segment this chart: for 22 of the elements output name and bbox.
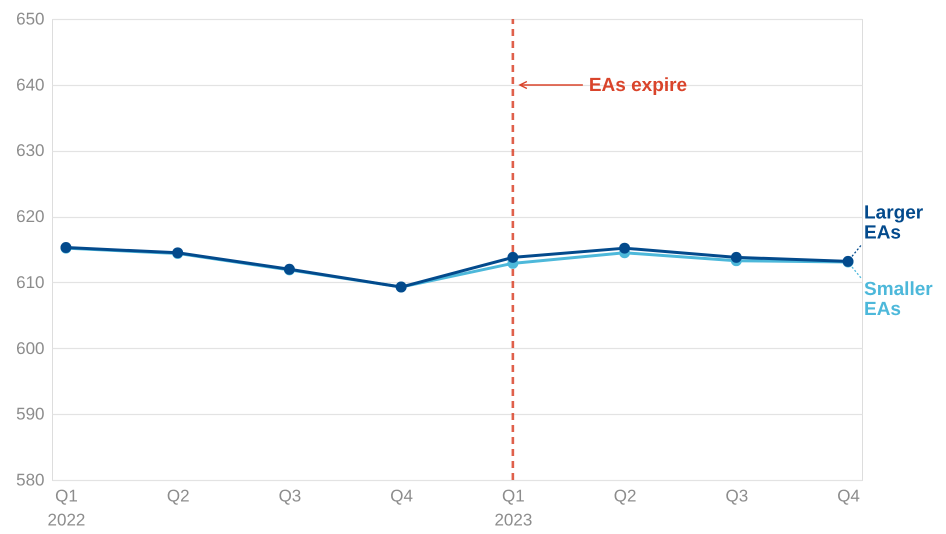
point xyxy=(507,252,518,263)
series-label: Larger EAs xyxy=(864,202,924,244)
y-tick-label: 620 xyxy=(16,207,44,226)
x-tick-label: Q4 xyxy=(390,486,413,506)
y-tick-label: 610 xyxy=(16,272,44,292)
x-tick-label: Q1 2022 xyxy=(48,486,86,530)
x-tick-label: Q3 xyxy=(278,486,302,506)
point xyxy=(619,242,630,254)
y-tick-label: 590 xyxy=(16,404,44,424)
x-tick-label: Q3 xyxy=(725,486,748,506)
series-label: Smaller EAs xyxy=(864,279,934,320)
ref-line-label: EAs expire xyxy=(588,75,688,96)
x-tick-label: Q2 xyxy=(614,486,636,506)
x-tick-label: Q1 2023 xyxy=(494,486,532,530)
x-tick-label: Q2 xyxy=(166,486,190,506)
y-tick-label: 600 xyxy=(16,338,44,358)
y-tick-label: 580 xyxy=(16,470,44,490)
x-tick-label: Q4 xyxy=(837,486,860,506)
y-tick-label: 650 xyxy=(16,10,44,28)
y-tick-label: 640 xyxy=(16,75,44,94)
point xyxy=(730,252,742,263)
y-tick-label: 630 xyxy=(16,141,44,160)
